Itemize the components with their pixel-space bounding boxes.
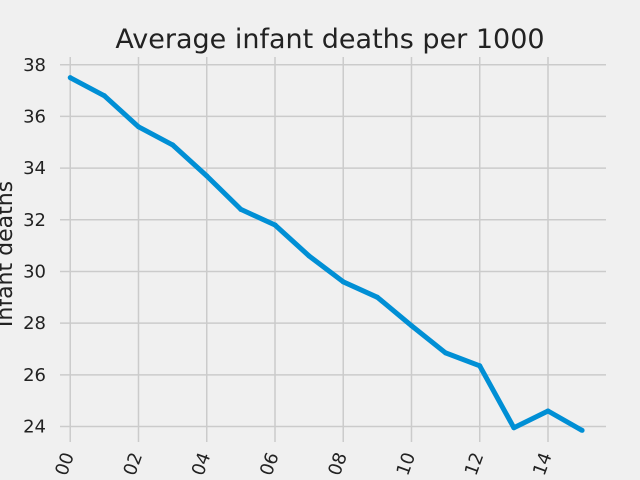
y-tick-label: 32 <box>23 210 46 231</box>
data-point <box>408 323 414 329</box>
data-point <box>477 363 483 369</box>
y-tick-label: 36 <box>23 106 46 127</box>
y-axis-label: Infant deaths <box>0 181 18 327</box>
y-tick-label: 34 <box>23 158 46 179</box>
data-point <box>545 408 551 414</box>
series-group <box>67 75 585 433</box>
y-tick-labels: 24 26 28 30 32 34 36 38 <box>23 55 46 438</box>
data-point <box>443 350 449 356</box>
data-point <box>238 206 244 212</box>
x-tick-label: 08 <box>324 450 352 479</box>
x-tick-label: 14 <box>529 450 557 479</box>
x-tick-label: 06 <box>256 450 284 479</box>
y-tick-label: 26 <box>23 365 46 386</box>
data-point <box>170 142 176 148</box>
x-tick-label: 04 <box>188 450 216 479</box>
data-point <box>135 124 141 130</box>
x-tick-label: 02 <box>120 450 148 479</box>
data-point <box>340 279 346 285</box>
chart-title: Average infant deaths per 1000 <box>115 24 544 55</box>
y-tick-label: 24 <box>23 416 46 437</box>
x-tick-label: 00 <box>51 450 79 479</box>
data-point <box>511 425 517 431</box>
data-point <box>579 427 585 433</box>
data-point <box>67 75 73 81</box>
x-tick-labels: 00 02 04 06 08 10 12 14 <box>51 450 556 479</box>
x-tick-label: 10 <box>393 450 421 479</box>
series-line <box>69 75 584 433</box>
y-tick-label: 38 <box>23 55 46 76</box>
data-point <box>272 222 278 228</box>
y-tick-label: 28 <box>23 313 46 334</box>
data-point <box>306 253 312 259</box>
grid-lines <box>60 57 606 442</box>
y-tick-label: 30 <box>23 261 46 282</box>
data-point <box>374 294 380 300</box>
data-point <box>101 93 107 99</box>
x-tick-label: 12 <box>461 450 489 479</box>
data-point <box>204 173 210 179</box>
